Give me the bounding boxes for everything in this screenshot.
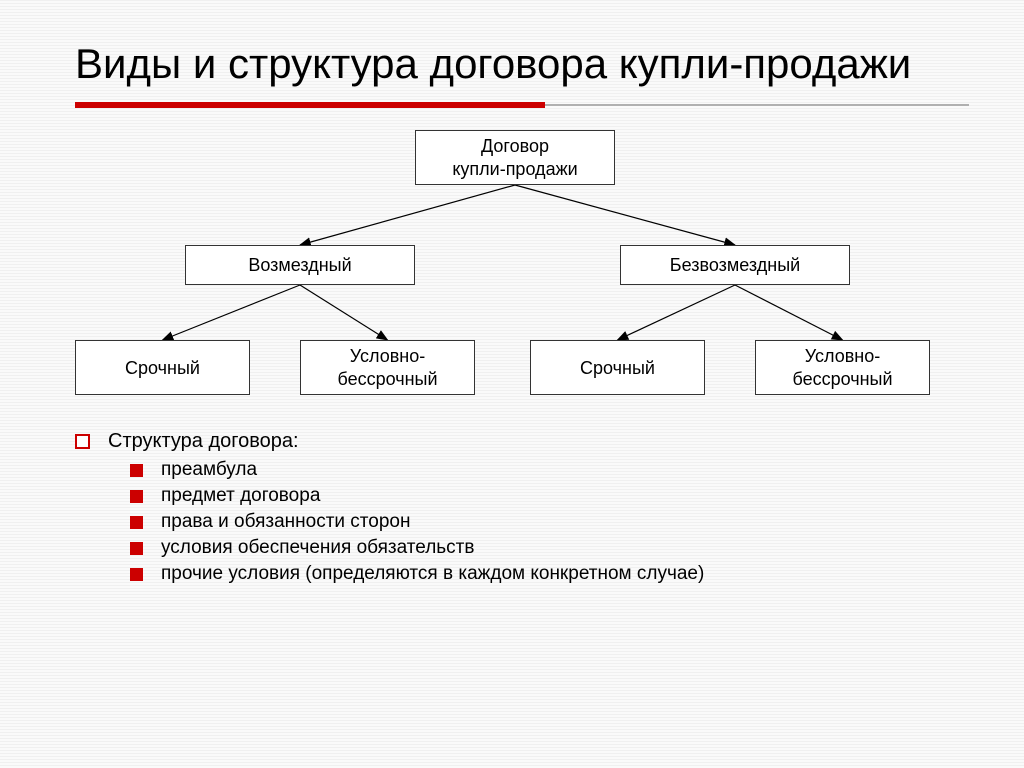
- hollow-square-bullet-icon: [75, 434, 90, 449]
- tree-edge: [618, 285, 736, 340]
- structure-item: прочие условия (определяются в каждом ко…: [130, 563, 969, 585]
- structure-item-text: предмет договора: [161, 485, 320, 507]
- tree-node: Срочный: [530, 340, 705, 395]
- divider-gray: [545, 104, 969, 106]
- tree-edge: [300, 185, 515, 245]
- title-divider: [75, 102, 969, 108]
- filled-square-bullet-icon: [130, 568, 143, 581]
- tree-node: Условно-бессрочный: [755, 340, 930, 395]
- tree-edge: [163, 285, 301, 340]
- tree-node: Срочный: [75, 340, 250, 395]
- filled-square-bullet-icon: [130, 516, 143, 529]
- structure-heading-item: Структура договора:: [75, 430, 969, 453]
- structure-item-text: преамбула: [161, 459, 257, 481]
- structure-item-text: прочие условия (определяются в каждом ко…: [161, 563, 704, 585]
- structure-item: условия обеспечения обязательств: [130, 537, 969, 559]
- structure-heading-text: Структура договора:: [108, 430, 299, 453]
- tree-node: Безвозмездный: [620, 245, 850, 285]
- filled-square-bullet-icon: [130, 490, 143, 503]
- filled-square-bullet-icon: [130, 542, 143, 555]
- structure-item: права и обязанности сторон: [130, 511, 969, 533]
- tree-node: Возмездный: [185, 245, 415, 285]
- tree-diagram: Договоркупли-продажи Возмездный Безвозмезд…: [75, 130, 955, 410]
- tree-edge: [515, 185, 735, 245]
- slide-title: Виды и структура договора купли-продажи: [75, 40, 969, 88]
- structure-item-text: условия обеспечения обязательств: [161, 537, 474, 559]
- tree-node: Договоркупли-продажи: [415, 130, 615, 185]
- tree-node: Условно-бессрочный: [300, 340, 475, 395]
- divider-red: [75, 102, 545, 108]
- structure-item-text: права и обязанности сторон: [161, 511, 410, 533]
- structure-item: преамбула: [130, 459, 969, 481]
- tree-edge: [300, 285, 388, 340]
- tree-edge: [735, 285, 843, 340]
- structure-list: Структура договора: преамбула предмет дог…: [75, 430, 969, 585]
- structure-item: предмет договора: [130, 485, 969, 507]
- filled-square-bullet-icon: [130, 464, 143, 477]
